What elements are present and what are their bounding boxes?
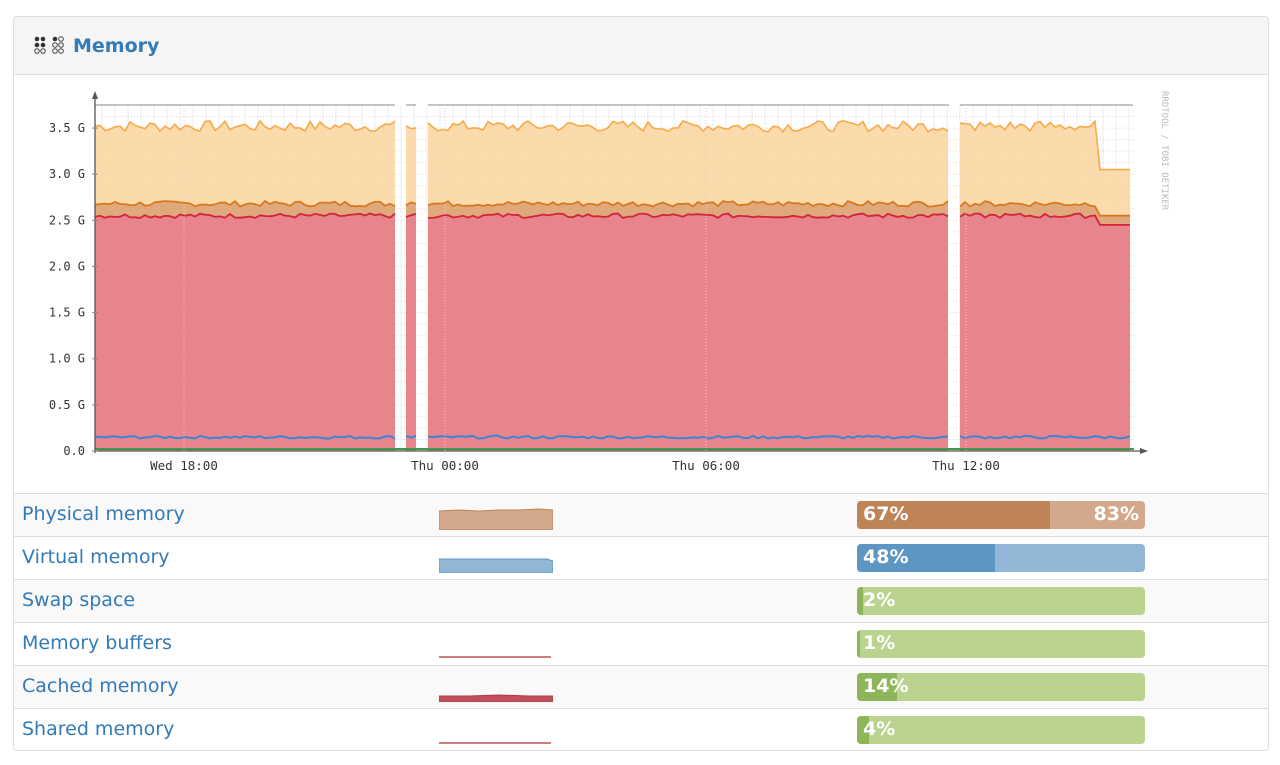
usage-bar-fill — [857, 716, 869, 744]
sparkline — [439, 656, 551, 658]
total-memory-line — [959, 119, 1130, 171]
usage-bar: 4% — [857, 716, 1145, 744]
usage-percent: 2% — [863, 589, 896, 611]
virtual-memory-line — [94, 434, 396, 440]
usage-bar: 14% — [857, 673, 1145, 701]
x-tick-label: Thu 12:00 — [932, 458, 1000, 473]
panel-header: Memory — [14, 17, 1268, 75]
usage-bar: 67% 83% — [857, 501, 1145, 529]
y-tick-label: 1.0 G — [49, 352, 85, 366]
usage-bar: 2% — [857, 587, 1145, 615]
usage-percent: 14% — [863, 675, 909, 697]
memory-graph: 3.5 G 3.0 G 2.5 G 2.0 G 1.5 G 1.0 G 0.5 G 0.0 We… — [14, 75, 1268, 493]
sparkline — [439, 508, 553, 530]
cached-memory-line — [94, 212, 396, 220]
cached-memory-line — [427, 212, 949, 219]
x-axis-arrow — [1140, 448, 1148, 454]
y-tick-label: 3.0 G — [49, 167, 85, 181]
x-tick-label: Thu 00:00 — [411, 458, 479, 473]
memory-chip-icon — [34, 35, 64, 54]
row-label-link[interactable]: Memory buffers — [22, 632, 172, 654]
usage-bar-fill — [857, 501, 1050, 529]
row-label-link[interactable]: Physical memory — [22, 503, 185, 525]
usage-bar-fill — [857, 673, 898, 701]
memory-row-shared-memory: Shared memory 4% — [14, 708, 1268, 750]
usage-bar-fill — [857, 630, 860, 658]
cached-memory-area — [95, 213, 395, 451]
row-label-link[interactable]: Virtual memory — [22, 546, 170, 568]
physical-memory-line — [94, 199, 396, 208]
memory-panel: Memory 3.5 G 3.0 G 2.5 G 2.0 G 1.5 G 1.0 G 0.5… — [13, 16, 1269, 751]
memory-row-swap-space: Swap space 2% — [14, 579, 1268, 622]
usage-bar-fill — [857, 544, 996, 572]
usage-percent-secondary: 83% — [1093, 503, 1139, 525]
total-memory-line — [94, 119, 396, 133]
rrdtool-watermark: RRDTOOL / TOBI OETIKER — [1159, 91, 1169, 211]
virtual-memory-line — [405, 434, 417, 439]
y-tick-label: 1.5 G — [49, 306, 85, 320]
cached-memory-area — [428, 213, 948, 451]
row-label-link[interactable]: Swap space — [22, 589, 136, 611]
x-tick-label: Wed 18:00 — [150, 458, 218, 473]
physical-memory-line — [959, 200, 1130, 217]
sparkline — [439, 558, 553, 573]
y-tick-label: 2.0 G — [49, 259, 85, 273]
memory-stats-table: Physical memory 67% 83% Virtual memory 48% Sw… — [14, 493, 1268, 750]
panel-title-link[interactable]: Memory — [73, 34, 160, 57]
usage-percent: 67% — [863, 503, 909, 525]
y-tick-label: 0.5 G — [49, 398, 85, 412]
row-label-link[interactable]: Cached memory — [22, 675, 179, 697]
physical-memory-line — [427, 200, 949, 208]
usage-bar: 48% — [857, 544, 1145, 572]
memory-graph-svg: 3.5 G 3.0 G 2.5 G 2.0 G 1.5 G 1.0 G 0.5 G 0.0 We… — [49, 91, 1169, 473]
cached-memory-area — [406, 213, 416, 451]
y-axis-arrow — [92, 91, 98, 99]
y-tick-label: 0.0 — [63, 444, 85, 458]
total-memory-line — [405, 125, 417, 130]
cached-memory-line — [959, 212, 1130, 226]
usage-percent: 1% — [863, 632, 896, 654]
row-label-link[interactable]: Shared memory — [22, 718, 175, 740]
sparkline — [439, 742, 551, 744]
memory-row-virtual-memory: Virtual memory 48% — [14, 536, 1268, 579]
usage-bar: 1% — [857, 630, 1145, 658]
memory-row-physical-memory: Physical memory 67% 83% — [14, 493, 1268, 536]
physical-memory-line — [405, 201, 417, 206]
usage-percent: 4% — [863, 718, 896, 740]
memory-row-memory-buffers: Memory buffers 1% — [14, 622, 1268, 665]
x-tick-label: Thu 06:00 — [672, 458, 740, 473]
usage-bar-fill — [857, 587, 863, 615]
cached-memory-area — [960, 213, 1130, 451]
cached-memory-line — [405, 213, 417, 218]
virtual-memory-line — [959, 434, 1131, 440]
total-memory-line — [427, 119, 949, 133]
usage-percent: 48% — [863, 546, 909, 568]
virtual-memory-line — [427, 434, 949, 440]
memory-row-cached-memory: Cached memory 14% — [14, 665, 1268, 708]
y-tick-label: 2.5 G — [49, 213, 85, 227]
y-tick-label: 3.5 G — [49, 121, 85, 135]
sparkline — [439, 694, 553, 702]
